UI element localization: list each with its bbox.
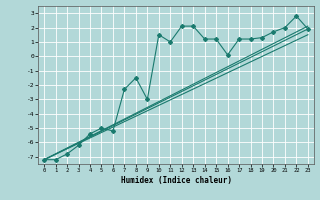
X-axis label: Humidex (Indice chaleur): Humidex (Indice chaleur) <box>121 176 231 185</box>
